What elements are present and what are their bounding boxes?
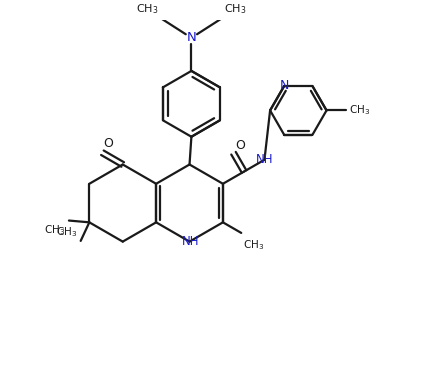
Text: N: N bbox=[186, 32, 196, 44]
Text: NH: NH bbox=[255, 153, 273, 166]
Text: CH$_3$: CH$_3$ bbox=[44, 223, 65, 237]
Text: CH$_3$: CH$_3$ bbox=[135, 2, 158, 16]
Text: NH: NH bbox=[181, 235, 199, 248]
Text: CH$_3$: CH$_3$ bbox=[55, 225, 77, 239]
Text: CH$_3$: CH$_3$ bbox=[242, 239, 263, 252]
Text: O: O bbox=[234, 139, 244, 152]
Text: N: N bbox=[279, 80, 288, 92]
Text: O: O bbox=[103, 137, 113, 150]
Text: CH$_3$: CH$_3$ bbox=[348, 104, 369, 117]
Text: CH$_3$: CH$_3$ bbox=[224, 2, 246, 16]
